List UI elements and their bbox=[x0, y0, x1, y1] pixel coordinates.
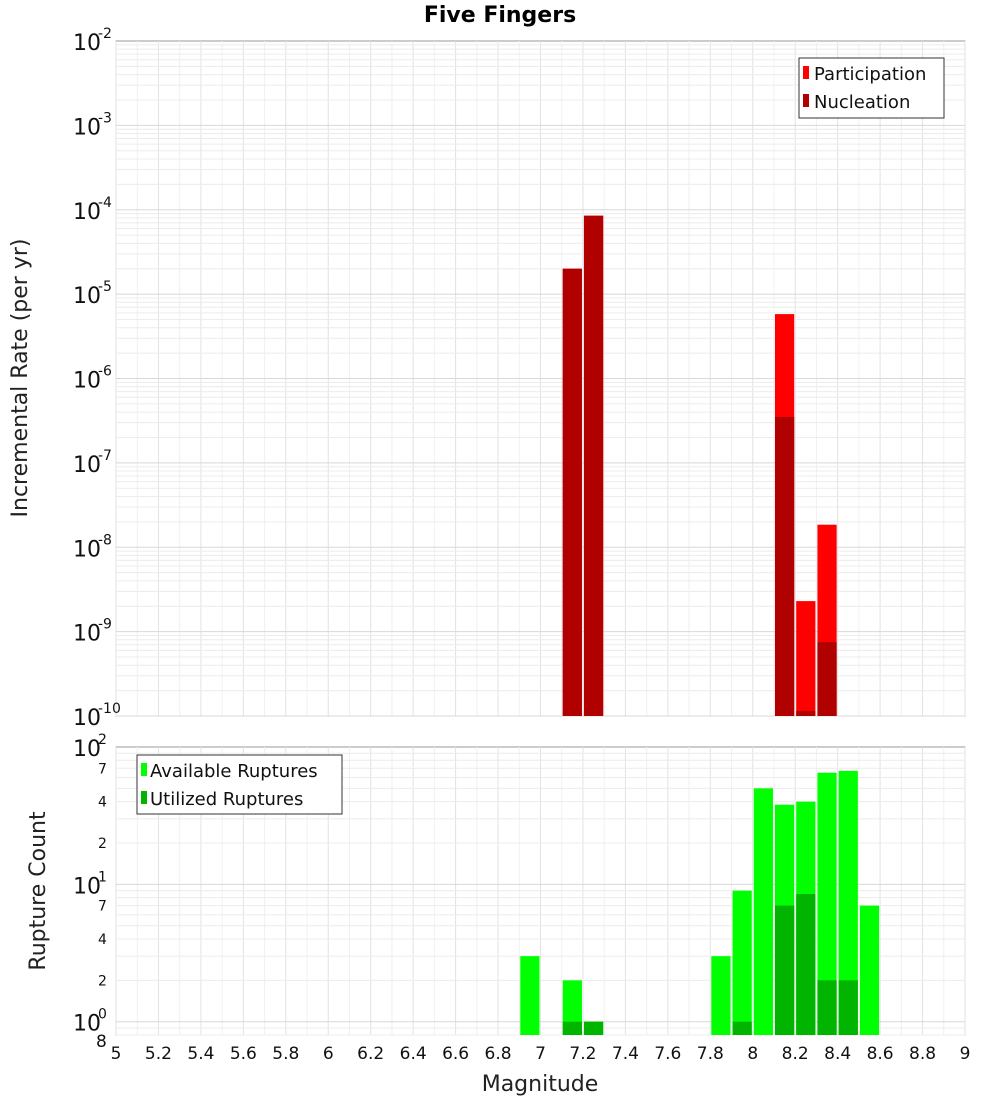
x-tick-label: 6.4 bbox=[400, 1044, 427, 1064]
utilized-bar bbox=[583, 1021, 604, 1035]
rate-gridlines bbox=[115, 41, 966, 717]
x-tick-label: 5.4 bbox=[187, 1044, 214, 1064]
participation-swatch bbox=[803, 66, 809, 79]
rate-y-tick-exponent: -9 bbox=[98, 617, 112, 633]
rate-y-tick-exponent: -6 bbox=[98, 364, 112, 380]
utilized-swatch bbox=[141, 791, 147, 804]
available-bar bbox=[859, 905, 880, 1035]
available-legend-label: Available Ruptures bbox=[150, 761, 318, 782]
rate-y-tick-exponent: -3 bbox=[98, 110, 112, 126]
rate-y-tick-base: 10 bbox=[73, 706, 101, 731]
count-y-tick-exponent: 0 bbox=[98, 1007, 107, 1023]
x-tick-label: 7.8 bbox=[697, 1044, 724, 1064]
x-tick-label: 5.2 bbox=[145, 1044, 172, 1064]
count-y-minor-tick-label: 4 bbox=[98, 795, 107, 811]
nucleation-bar bbox=[562, 268, 582, 716]
count-legend-box bbox=[136, 754, 343, 815]
rate-bars bbox=[562, 215, 837, 717]
count-y-minor-tick-label: 8 bbox=[96, 1032, 107, 1052]
x-tick-label: 7.4 bbox=[612, 1044, 639, 1064]
x-tick-label: 8.2 bbox=[782, 1044, 809, 1064]
x-tick-label: 6.2 bbox=[357, 1044, 384, 1064]
count-y-tick-base: 10 bbox=[73, 874, 101, 899]
utilized-bar bbox=[562, 1021, 582, 1035]
rate-y-tick-base: 10 bbox=[73, 537, 101, 562]
count-y-minor-tick-label: 7 bbox=[98, 761, 107, 777]
nucleation-legend-label: Nucleation bbox=[814, 92, 910, 113]
nucleation-bar bbox=[796, 710, 816, 716]
x-tick-label: 5.6 bbox=[230, 1044, 257, 1064]
rate-y-tick-exponent: -5 bbox=[98, 279, 112, 295]
count-y-tick-exponent: 2 bbox=[98, 732, 107, 748]
count-bars bbox=[520, 770, 880, 1035]
rate-y-tick-base: 10 bbox=[73, 369, 101, 394]
utilized-bar bbox=[774, 905, 795, 1035]
x-tick-label: 8.6 bbox=[867, 1044, 894, 1064]
x-tick-label: 8.4 bbox=[824, 1044, 851, 1064]
x-tick-labels: 5 5.2 5.4 5.6 5.8 6 6.2 6.4 6.6 6.8 7 7.2 7.4 7.6 7.8 8… bbox=[111, 1044, 971, 1064]
count-y-tick-base: 10 bbox=[73, 737, 101, 762]
x-tick-label: 7.6 bbox=[654, 1044, 681, 1064]
x-tick-label: 6.6 bbox=[442, 1044, 469, 1064]
available-swatch bbox=[141, 763, 147, 776]
count-y-tick-exponent: 1 bbox=[98, 869, 107, 885]
count-y-tick-base: 10 bbox=[73, 1012, 101, 1037]
count-y-minor-tick-label: 2 bbox=[98, 973, 107, 989]
x-tick-label: 8 bbox=[747, 1044, 758, 1064]
available-bar bbox=[711, 956, 731, 1035]
rate-legend: Participation Nucleation bbox=[798, 57, 945, 119]
nucleation-bar bbox=[817, 642, 837, 716]
count-y-minor-tick-label: 2 bbox=[98, 836, 107, 852]
x-tick-label: 7 bbox=[535, 1044, 546, 1064]
x-tick-label: 8.8 bbox=[909, 1044, 936, 1064]
rate-y-tick-exponent: -8 bbox=[98, 532, 112, 548]
rate-panel: 10-210-310-410-510-610-710-810-910-10 In… bbox=[8, 26, 966, 731]
rate-legend-box bbox=[798, 57, 945, 119]
rate-y-tick-exponent: -4 bbox=[98, 195, 112, 211]
x-axis-label: Magnitude bbox=[482, 1072, 599, 1097]
available-bar bbox=[520, 956, 540, 1035]
available-bar bbox=[562, 980, 582, 1035]
rate-y-tick-base: 10 bbox=[73, 622, 101, 647]
participation-bar bbox=[796, 601, 816, 716]
available-bar bbox=[817, 772, 837, 1035]
participation-legend-label: Participation bbox=[814, 64, 926, 85]
nucleation-bar bbox=[583, 215, 604, 717]
chart-title: Five Fingers bbox=[424, 3, 576, 28]
rate-y-tick-base: 10 bbox=[73, 453, 101, 478]
rate-y-tick-base: 10 bbox=[73, 200, 101, 225]
nucleation-bar bbox=[774, 416, 795, 716]
available-bar bbox=[753, 788, 773, 1035]
count-y-minor-tick-label: 4 bbox=[98, 932, 107, 948]
rate-y-tick-exponent: -10 bbox=[98, 701, 121, 717]
available-bar bbox=[732, 890, 752, 1035]
utilized-bar bbox=[796, 894, 816, 1035]
utilized-legend-label: Utilized Ruptures bbox=[150, 789, 303, 810]
x-tick-label: 5.8 bbox=[272, 1044, 299, 1064]
x-tick-label: 9 bbox=[960, 1044, 971, 1064]
nucleation-swatch bbox=[803, 94, 809, 107]
rate-y-tick-base: 10 bbox=[73, 115, 101, 140]
utilized-bar bbox=[817, 980, 837, 1035]
rate-y-tick-exponent: -2 bbox=[98, 26, 112, 42]
rate-y-axis-label: Incremental Rate (per yr) bbox=[8, 239, 33, 518]
x-tick-label: 6.8 bbox=[485, 1044, 512, 1064]
rate-y-tick-exponent: -7 bbox=[98, 448, 112, 464]
available-bar bbox=[838, 770, 858, 1035]
x-tick-label: 7.2 bbox=[569, 1044, 596, 1064]
rate-y-tick-base: 10 bbox=[73, 31, 101, 56]
rate-y-tick-labels: 10-210-310-410-510-610-710-810-910-10 bbox=[73, 26, 121, 731]
x-tick-label: 6 bbox=[323, 1044, 334, 1064]
count-y-minor-tick-label: 7 bbox=[98, 899, 107, 915]
utilized-bar bbox=[732, 1021, 752, 1035]
count-y-axis-label: Rupture Count bbox=[26, 811, 51, 971]
x-tick-label: 5 bbox=[111, 1044, 122, 1064]
utilized-bar bbox=[838, 980, 858, 1035]
count-legend: Available Ruptures Utilized Ruptures bbox=[136, 754, 343, 815]
rate-y-tick-base: 10 bbox=[73, 284, 101, 309]
